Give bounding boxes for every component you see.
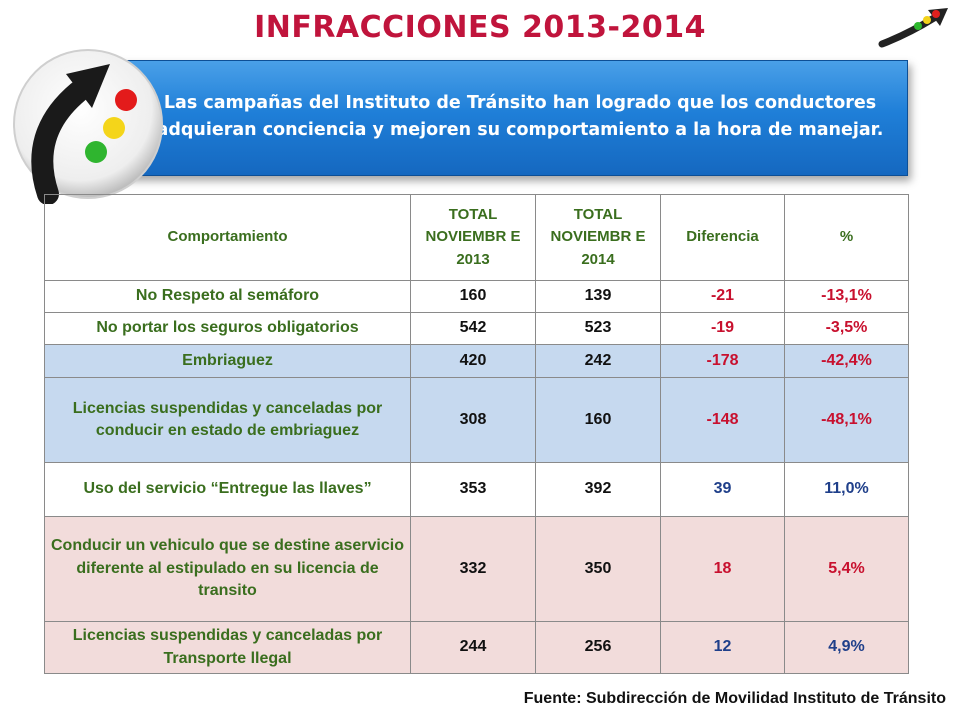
row-2013: 308 <box>410 377 536 463</box>
row-2013: 160 <box>410 280 536 313</box>
row-diff: -178 <box>660 344 785 378</box>
row-label: Licencias suspendidas y canceladas por T… <box>44 621 411 674</box>
row-diff: 12 <box>660 621 785 674</box>
table-row: Uso del servicio “Entregue las llaves” 3… <box>44 462 909 517</box>
row-pct: -48,1% <box>784 377 909 463</box>
row-pct: -13,1% <box>784 280 909 313</box>
row-diff: 18 <box>660 516 785 622</box>
table-row: Licencias suspendidas y canceladas por T… <box>44 621 909 674</box>
table-row: No portar los seguros obligatorios 542 5… <box>44 312 909 345</box>
header-diferencia: Diferencia <box>660 194 785 281</box>
table-row: Licencias suspendidas y canceladas por c… <box>44 377 909 463</box>
row-pct: -42,4% <box>784 344 909 378</box>
row-diff: -148 <box>660 377 785 463</box>
header-total-2014: TOTAL NOVIEMBR E 2014 <box>535 194 661 281</box>
row-2014: 392 <box>535 462 661 517</box>
banner-line-2: adquieran conciencia y mejoren su compor… <box>156 120 884 141</box>
row-2013: 542 <box>410 312 536 345</box>
row-pct: -3,5% <box>784 312 909 345</box>
row-2013: 244 <box>410 621 536 674</box>
header-percent: % <box>784 194 909 281</box>
row-2014: 256 <box>535 621 661 674</box>
row-diff: -19 <box>660 312 785 345</box>
table-row: Embriaguez 420 242 -178 -42,4% <box>44 344 909 378</box>
row-label: Licencias suspendidas y canceladas por c… <box>44 377 411 463</box>
row-2013: 420 <box>410 344 536 378</box>
banner-text: Las campañas del Instituto de Tránsito h… <box>150 90 890 144</box>
row-pct: 11,0% <box>784 462 909 517</box>
table-row: No Respeto al semáforo 160 139 -21 -13,1… <box>44 280 909 313</box>
header-total-2013: TOTAL NOVIEMBR E 2013 <box>410 194 536 281</box>
row-2014: 523 <box>535 312 661 345</box>
source-note: Fuente: Subdirección de Movilidad Instit… <box>523 690 946 707</box>
banner-line-1: Las campañas del Instituto de Tránsito h… <box>163 93 877 113</box>
row-2013: 332 <box>410 516 536 622</box>
row-pct: 5,4% <box>784 516 909 622</box>
infractions-table: Comportamiento TOTAL NOVIEMBR E 2013 TOT… <box>44 194 909 674</box>
header-comportamiento: Comportamiento <box>44 194 411 281</box>
row-2013: 353 <box>410 462 536 517</box>
row-label: Uso del servicio “Entregue las llaves” <box>44 462 411 517</box>
traffic-light-arrow-logo <box>13 49 163 204</box>
row-2014: 139 <box>535 280 661 313</box>
row-pct: 4,9% <box>784 621 909 674</box>
table-row: Conducir un vehiculo que se destine aser… <box>44 516 909 622</box>
row-diff: -21 <box>660 280 785 313</box>
traffic-light-arrow-small-icon <box>878 8 948 48</box>
row-label: No Respeto al semáforo <box>44 280 411 313</box>
row-2014: 350 <box>535 516 661 622</box>
row-label: Embriaguez <box>44 344 411 378</box>
row-diff: 39 <box>660 462 785 517</box>
row-2014: 160 <box>535 377 661 463</box>
row-2014: 242 <box>535 344 661 378</box>
row-label: Conducir un vehiculo que se destine aser… <box>44 516 411 622</box>
row-label: No portar los seguros obligatorios <box>44 312 411 345</box>
table-header-row: Comportamiento TOTAL NOVIEMBR E 2013 TOT… <box>44 194 909 281</box>
page-title: INFRACCIONES 2013-2014 <box>254 10 706 45</box>
